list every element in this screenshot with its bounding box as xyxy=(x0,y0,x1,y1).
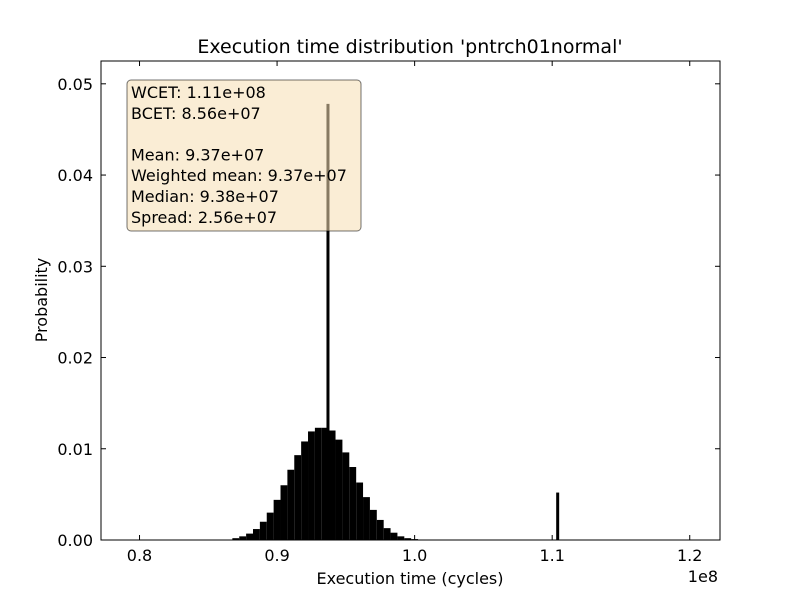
stats-line: BCET: 8.56e+07 xyxy=(131,104,261,123)
distribution-bar xyxy=(280,485,288,540)
x-tick-label: 1.2 xyxy=(677,546,702,565)
distribution-bar xyxy=(301,441,309,540)
distribution-bar xyxy=(328,430,336,540)
stats-line: Median: 9.38e+07 xyxy=(131,187,279,206)
x-tick-label: 1.1 xyxy=(539,546,564,565)
x-tick-label: 0.8 xyxy=(127,546,152,565)
chart-title: Execution time distribution 'pntrch01nor… xyxy=(197,36,622,58)
distribution-bar xyxy=(232,538,240,540)
distribution-bar xyxy=(376,519,384,540)
distribution-bar xyxy=(253,529,260,540)
axis-ticks: 0.8 0.9 1.0 1.1 1.2 0.00 0.01 0.02 0.03 0.04 0.05 xyxy=(57,61,720,565)
spike-bars xyxy=(326,103,560,540)
plot-frame xyxy=(100,60,721,541)
stats-line: Mean: 9.37e+07 xyxy=(131,145,264,164)
stats-line: WCET: 1.11e+08 xyxy=(131,83,266,102)
y-tick-label: 0.04 xyxy=(57,166,93,185)
y-tick-label: 0.02 xyxy=(57,349,93,368)
distribution-bar xyxy=(273,499,281,540)
distribution-bar xyxy=(390,532,398,540)
distribution-bar xyxy=(287,469,295,540)
spike-bar xyxy=(326,103,330,540)
distribution-bar xyxy=(349,467,357,540)
distribution-bar xyxy=(335,439,343,540)
stats-box: WCET: 1.11e+08 BCET: 8.56e+07 Mean: 9.37e+… xyxy=(126,79,362,232)
stats-box-background xyxy=(126,79,362,232)
distribution-bar xyxy=(342,452,350,540)
distribution-bar xyxy=(404,538,412,540)
distribution-bar xyxy=(314,427,322,540)
distribution-bar xyxy=(239,536,247,540)
y-tick-label: 0.01 xyxy=(57,440,93,459)
distribution-bar xyxy=(356,482,364,540)
x-axis-label: Execution time (cycles) xyxy=(316,569,503,588)
distribution-bar xyxy=(266,512,274,540)
distribution-bar xyxy=(369,509,377,540)
distribution-bar xyxy=(363,497,370,540)
distribution-bars xyxy=(232,427,419,540)
x-tick-label: 1.0 xyxy=(402,546,427,565)
y-tick-label: 0.00 xyxy=(57,531,93,550)
stats-line: Weighted mean: 9.37e+07 xyxy=(131,166,347,185)
y-tick-label: 0.03 xyxy=(57,257,93,276)
y-tick-label: 0.05 xyxy=(57,75,93,94)
distribution-bar xyxy=(246,533,253,540)
y-axis-label: Probability xyxy=(32,258,51,343)
x-axis-offset-label: 1e8 xyxy=(688,567,718,586)
distribution-bar xyxy=(259,521,267,540)
distribution-bar xyxy=(321,427,329,540)
distribution-bar xyxy=(397,536,405,540)
stats-line: Spread: 2.56e+07 xyxy=(131,208,277,227)
spike-bar xyxy=(556,492,560,540)
distribution-bar xyxy=(308,431,315,540)
distribution-bar xyxy=(294,455,302,540)
distribution-bar xyxy=(383,528,391,540)
x-tick-label: 0.9 xyxy=(264,546,289,565)
